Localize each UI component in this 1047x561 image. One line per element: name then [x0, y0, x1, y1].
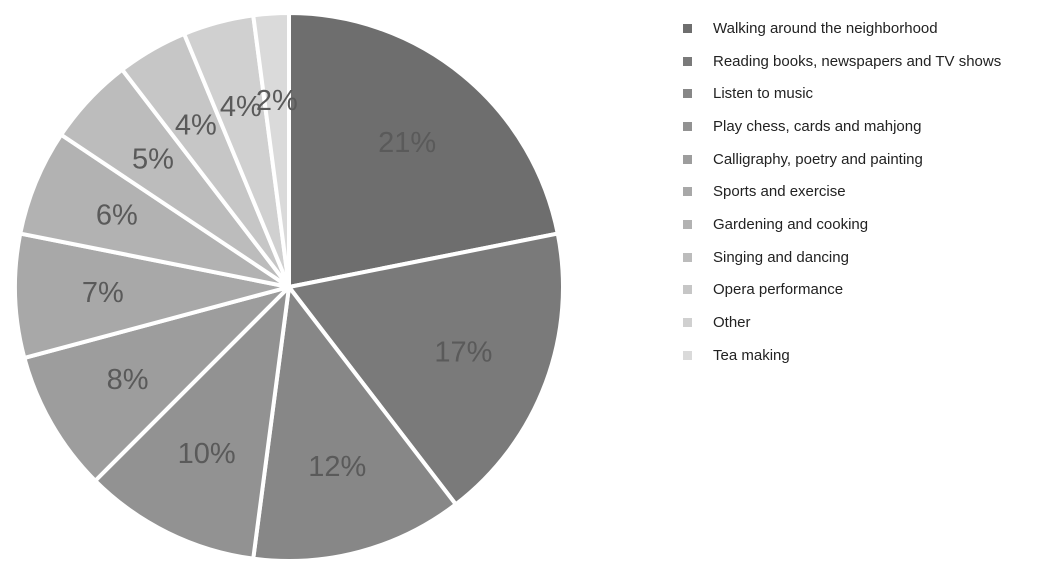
legend-swatch — [683, 154, 692, 164]
legend-label: Walking around the neighborhood — [713, 19, 938, 37]
legend-swatch — [683, 121, 692, 131]
pie-slice — [287, 11, 560, 289]
legend-swatch — [683, 318, 692, 328]
slice-data-label: 5% — [132, 144, 174, 176]
legend-swatch — [683, 350, 692, 360]
slice-data-label: 10% — [178, 438, 236, 470]
slice-data-label: 4% — [220, 91, 262, 123]
legend: Walking around the neighborhood Reading b… — [683, 12, 1001, 372]
legend-label: Singing and dancing — [713, 248, 849, 266]
slice-data-label: 6% — [96, 200, 138, 232]
legend-swatch — [683, 252, 692, 262]
legend-item: Walking around the neighborhood — [683, 12, 1001, 45]
slice-data-label: 17% — [434, 337, 492, 369]
legend-item: Sports and exercise — [683, 175, 1001, 208]
pie-chart: 21%17%12%10%8%7%6%5%4%4%2% — [13, 11, 565, 561]
legend-item: Calligraphy, poetry and painting — [683, 143, 1001, 176]
legend-item: Play chess, cards and mahjong — [683, 110, 1001, 143]
legend-swatch — [683, 285, 692, 295]
slice-data-label: 4% — [175, 110, 217, 142]
pie-slice — [93, 285, 291, 561]
legend-item: Singing and dancing — [683, 241, 1001, 274]
pie-slices — [13, 11, 565, 561]
slice-data-label: 2% — [256, 85, 298, 117]
pie-slice — [22, 285, 291, 483]
legend-label: Sports and exercise — [713, 183, 846, 201]
legend-item: Reading books, newspapers and TV shows — [683, 45, 1001, 78]
legend-swatch — [683, 89, 692, 99]
legend-swatch — [683, 56, 692, 66]
legend-swatch — [683, 23, 692, 33]
legend-item: Tea making — [683, 339, 1001, 372]
legend-item: Gardening and cooking — [683, 208, 1001, 241]
slice-data-label: 12% — [308, 451, 366, 483]
legend-label: Play chess, cards and mahjong — [713, 117, 922, 135]
legend-swatch — [683, 219, 692, 229]
pie-slice — [13, 231, 291, 360]
legend-label: Listen to music — [713, 85, 814, 103]
slice-data-label: 21% — [378, 127, 436, 159]
legend-label: Opera performance — [713, 281, 844, 299]
pie-slice — [251, 11, 291, 289]
pie-slice-labels: 21%17%12%10%8%7%6%5%4%4%2% — [82, 85, 493, 483]
legend-label: Gardening and cooking — [713, 215, 869, 233]
slice-data-label: 8% — [107, 364, 149, 396]
pie-slice — [287, 231, 565, 507]
legend-label: Other — [713, 314, 751, 332]
pie-slice — [251, 285, 458, 561]
legend-label: Calligraphy, poetry and painting — [713, 150, 923, 168]
legend-item: Other — [683, 306, 1001, 339]
slice-data-label: 7% — [82, 277, 124, 309]
legend-label: Reading books, newspapers and TV shows — [713, 52, 1002, 70]
legend-item: Opera performance — [683, 274, 1001, 307]
legend-swatch — [683, 187, 692, 197]
legend-label: Tea making — [713, 346, 790, 364]
legend-item: Listen to music — [683, 77, 1001, 110]
